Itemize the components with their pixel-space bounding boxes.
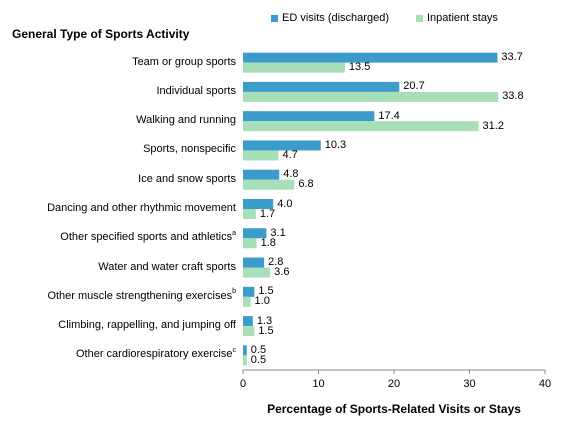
category-label: Climbing, rappelling, and jumping off [0, 319, 236, 332]
bar-inpatient [243, 326, 255, 337]
bar-inpatient [243, 296, 251, 307]
category-label: Dancing and other rhythmic movement [0, 202, 236, 215]
category-label: Walking and running [0, 114, 236, 127]
category-label-text: Water and water craft sports [98, 260, 236, 273]
value-label-ed-visits: 2.8 [268, 256, 284, 269]
category-label: Water and water craft sports [0, 261, 236, 274]
category-label: Other specified sports and athleticsa [0, 229, 236, 244]
x-tick-label: 20 [387, 378, 401, 390]
x-tick-label: 40 [538, 378, 552, 390]
category-label-text: Individual sports [156, 84, 237, 97]
value-label-inpatient: 6.8 [298, 178, 314, 191]
legend-label-ed-visits: ED visits (discharged) [282, 12, 389, 24]
category-label: Team or group sports [0, 56, 236, 69]
value-label-ed-visits: 0.5 [250, 343, 267, 356]
value-label-inpatient: 1.0 [254, 295, 270, 308]
bar-inpatient [243, 267, 271, 278]
x-axis-title: Percentage of Sports-Related Visits or S… [267, 402, 521, 416]
category-label-text: Other specified sports and athletics [60, 231, 233, 244]
category-label: Individual sports [0, 84, 237, 98]
bar-ed-visits [243, 140, 321, 151]
value-label-ed-visits: 17.4 [378, 109, 400, 122]
value-label-inpatient: 13.5 [348, 61, 371, 74]
category-label-text: Ice and snow sports [138, 172, 236, 185]
bar-ed-visits [243, 111, 375, 122]
category-label: Ice and snow sports [0, 173, 236, 186]
category-label-text: Sports, nonspecific [143, 143, 236, 156]
value-label-ed-visits: 4.8 [283, 168, 299, 181]
category-label-text: Climbing, rappelling, and jumping off [58, 319, 236, 332]
category-label: Other muscle strengthening exercisesb [0, 288, 236, 303]
value-label-ed-visits: 1.5 [258, 285, 274, 298]
bar-ed-visits [243, 228, 267, 239]
value-label-inpatient: 3.6 [274, 266, 290, 279]
category-label-text: Dancing and other rhythmic movement [47, 202, 236, 214]
value-label-inpatient: 0.5 [250, 353, 267, 366]
bar-ed-visits [243, 316, 253, 327]
row-header-title: General Type of Sports Activity [12, 27, 190, 41]
value-label-ed-visits: 3.1 [270, 226, 286, 239]
bar-ed-visits [243, 286, 255, 297]
bar-inpatient [243, 121, 479, 132]
value-label-inpatient: 4.7 [282, 148, 298, 161]
bar-ed-visits [243, 345, 247, 356]
category-label: Sports, nonspecific [0, 143, 236, 156]
value-label-ed-visits: 10.3 [324, 138, 347, 151]
category-label: Other cardiorespiratory exercisec [0, 346, 237, 361]
category-footnote-marker: a [232, 229, 236, 237]
bar-inpatient [243, 179, 295, 190]
legend-item-inpatient: Inpatient stays [416, 12, 498, 24]
category-label-text: Other muscle strengthening exercises [47, 289, 233, 302]
bar-inpatient [243, 91, 499, 102]
bar-ed-visits [243, 81, 400, 92]
bar-ed-visits [243, 257, 265, 268]
legend-swatch-ed-visits [271, 14, 278, 22]
x-tick-label: 30 [463, 378, 476, 390]
bar-inpatient [243, 150, 279, 161]
legend-label-inpatient: Inpatient stays [427, 12, 498, 24]
value-label-inpatient: 1.7 [259, 207, 276, 220]
bar-inpatient [243, 209, 256, 219]
value-label-inpatient: 1.5 [258, 324, 274, 337]
category-footnote-marker: c [232, 346, 237, 354]
category-footnote-marker: b [232, 288, 236, 296]
x-tick-label: 0 [239, 378, 247, 390]
value-label-ed-visits: 20.7 [403, 80, 425, 93]
legend-item-ed-visits: ED visits (discharged) [271, 12, 389, 24]
value-label-ed-visits: 1.3 [256, 314, 273, 327]
category-label-text: Team or group sports [132, 55, 236, 68]
bar-ed-visits [243, 199, 274, 209]
category-label-text: Other cardiorespiratory exercise [75, 348, 233, 361]
value-label-inpatient: 33.8 [502, 90, 524, 103]
bar-ed-visits [243, 169, 280, 180]
bar-ed-visits [243, 52, 498, 63]
bar-inpatient [243, 62, 345, 73]
value-label-inpatient: 31.2 [482, 119, 504, 132]
value-label-ed-visits: 33.7 [501, 51, 523, 64]
legend-swatch-inpatient [416, 14, 423, 22]
bar-inpatient [243, 355, 247, 366]
bar-inpatient [243, 238, 257, 249]
value-label-ed-visits: 4.0 [277, 197, 293, 210]
value-label-inpatient: 1.8 [260, 236, 276, 249]
x-tick-label: 10 [312, 378, 325, 390]
category-label-text: Walking and running [136, 114, 236, 127]
